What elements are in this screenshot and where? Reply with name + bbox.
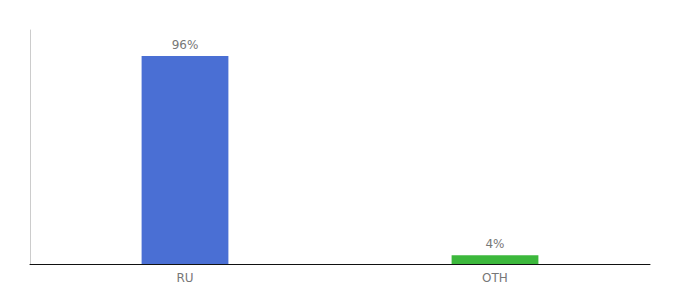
- svg-text:RU: RU: [176, 271, 193, 285]
- svg-text:96%: 96%: [172, 38, 199, 52]
- svg-text:4%: 4%: [485, 237, 504, 251]
- svg-text:OTH: OTH: [482, 271, 508, 285]
